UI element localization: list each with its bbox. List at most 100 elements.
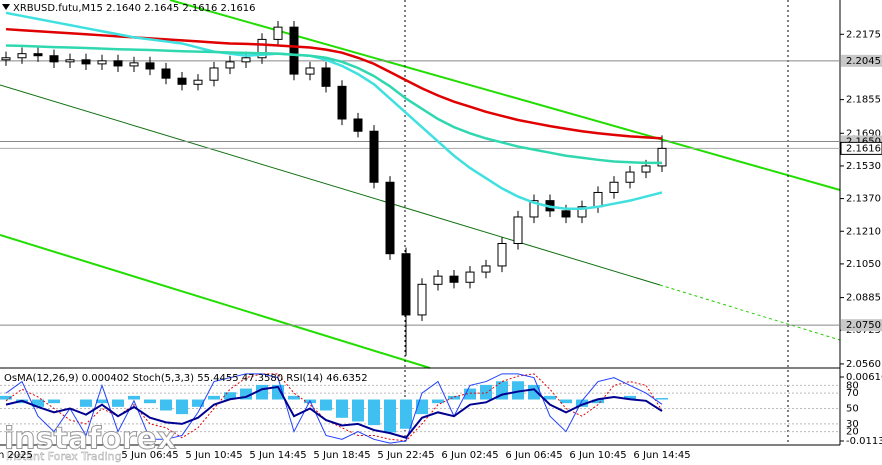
- candle-body: [641, 165, 651, 173]
- candle-body: [1, 57, 11, 61]
- level-label-box: [841, 319, 882, 332]
- candle-body: [17, 53, 27, 59]
- candle-body: [417, 283, 427, 316]
- x-tick-label: 5 Jun 22:45: [377, 450, 434, 461]
- osma-bar: [480, 384, 492, 400]
- osma-bar: [192, 399, 204, 407]
- candle-body: [337, 85, 347, 120]
- candle-body: [321, 67, 331, 87]
- candle-body: [209, 67, 219, 81]
- candle-body: [529, 200, 539, 218]
- x-tick-label: 5 Jun 14:45: [249, 450, 306, 461]
- candle-body: [513, 216, 523, 244]
- candle-body: [561, 210, 571, 218]
- candle-body: [609, 181, 619, 193]
- osma-bar: [0, 395, 12, 400]
- candle-body: [257, 38, 267, 59]
- y-tick-label: 2.1210: [846, 226, 881, 237]
- osma-bar: [560, 399, 572, 404]
- osma-bar: [656, 398, 668, 400]
- candle-body: [193, 79, 203, 85]
- osma-bar: [400, 399, 412, 429]
- x-tick-label: 6 Jun 14:45: [633, 450, 690, 461]
- y-tick-label: 2.1855: [846, 95, 881, 106]
- candle-body: [225, 61, 235, 69]
- candle-body: [497, 242, 507, 267]
- menu-arrow[interactable]: [2, 4, 10, 10]
- x-tick-label: 6 Jun 10:45: [569, 450, 626, 461]
- osma-bar: [624, 395, 636, 400]
- osma-bar: [512, 381, 524, 400]
- stoch-main-line: [5, 373, 663, 444]
- y-tick-label: 70: [846, 388, 859, 399]
- last-price-box: [840, 141, 882, 155]
- osma-bar: [544, 395, 556, 400]
- osma-bar: [224, 392, 236, 400]
- y-tick-label: 20: [846, 427, 859, 438]
- level-label-box: [841, 54, 882, 67]
- osma-bar: [176, 399, 188, 415]
- x-tick-label: 5 Jun 18:45: [313, 450, 370, 461]
- osma-bar: [240, 388, 252, 400]
- trend-line: [0, 234, 431, 369]
- x-tick-label: 6 Jun 02:45: [441, 450, 498, 461]
- osma-bar: [528, 384, 540, 400]
- x-tick-label: 5 Jun 06:45: [121, 450, 178, 461]
- candle-body: [305, 67, 315, 75]
- moving-average: [5, 11, 663, 211]
- candle-body: [593, 191, 603, 208]
- osma-tick-label: 0.006164: [846, 372, 882, 383]
- indicator-title: OsMA(12,26,9) 0.000402 Stoch(5,3,3) 55.4…: [4, 373, 368, 384]
- candle-body: [353, 118, 363, 132]
- y-tick-label: 80: [846, 380, 859, 391]
- candle-body: [65, 59, 75, 63]
- candle-body: [385, 181, 395, 255]
- y-tick-label: 2.1530: [846, 161, 881, 172]
- trend-line: [0, 84, 661, 286]
- candle-body: [465, 271, 475, 283]
- candle-body: [113, 60, 123, 67]
- osma-bar: [80, 399, 92, 407]
- osma-bar: [352, 399, 364, 422]
- osma-bar: [576, 399, 588, 407]
- candle-body: [33, 53, 43, 57]
- osma-bar: [464, 388, 476, 400]
- candle-body: [369, 130, 379, 183]
- candle-body: [401, 253, 411, 316]
- candle-body: [289, 26, 299, 75]
- y-tick-label: 2.1370: [846, 194, 881, 205]
- osma-bar: [336, 399, 348, 418]
- candle-body: [129, 62, 139, 67]
- y-tick-label: 2.1050: [846, 259, 881, 270]
- osma-bar: [144, 399, 156, 404]
- candle-body: [177, 77, 187, 85]
- osma-tick-label: -0.01135: [846, 436, 882, 447]
- trend-line: [659, 284, 841, 341]
- candle-body: [577, 206, 587, 218]
- osma-bar: [320, 399, 332, 411]
- osma-bar: [128, 395, 140, 400]
- candle-body: [161, 68, 171, 79]
- candle-body: [81, 59, 91, 65]
- y-tick-label: 2.0885: [846, 293, 881, 304]
- watermark-brand: instaforex: [4, 422, 176, 457]
- candle-body: [657, 147, 667, 167]
- y-tick-label: 30: [846, 419, 859, 430]
- osma-bar: [160, 399, 172, 411]
- osma-bar: [384, 399, 396, 433]
- candle-body: [241, 57, 251, 63]
- osma-bar: [432, 399, 444, 404]
- y-tick-label: 2.0560: [846, 359, 881, 370]
- candle-body: [273, 26, 283, 40]
- osma-bar: [208, 395, 220, 400]
- chart-title: XRBUSD.futu,M15 2.1640 2.1645 2.1616 2.1…: [13, 3, 256, 14]
- y-tick-label: 2.2175: [846, 29, 881, 40]
- osma-bar: [368, 399, 380, 426]
- candle-body: [625, 171, 635, 183]
- x-tick-label: 6 Jun 06:45: [505, 450, 562, 461]
- level-label: 2.2045: [846, 56, 881, 67]
- y-tick-label: 50: [846, 404, 859, 415]
- candle-body: [433, 275, 443, 285]
- osma-bar: [96, 399, 108, 404]
